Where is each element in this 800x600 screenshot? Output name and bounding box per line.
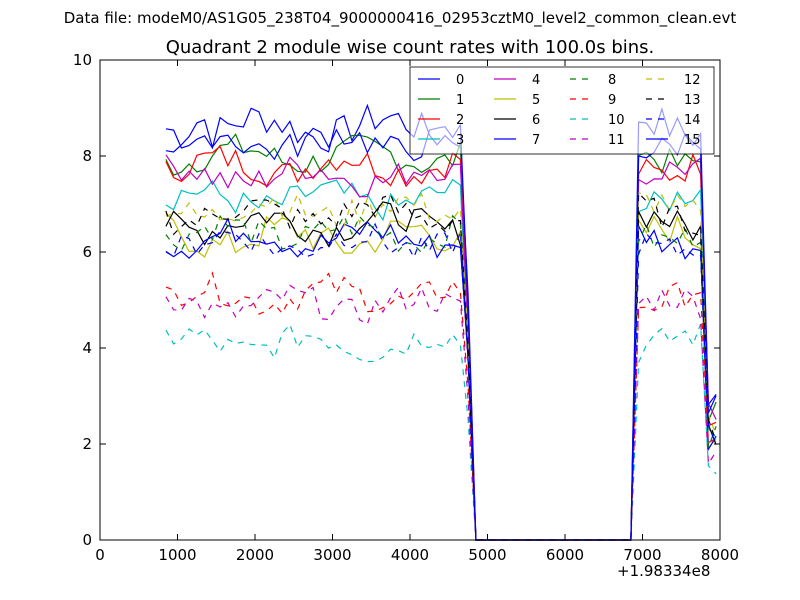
legend-label-3: 3 — [456, 133, 464, 148]
legend-label-11: 11 — [608, 133, 625, 148]
legend-label-5: 5 — [532, 93, 540, 108]
legend-label-13: 13 — [684, 93, 701, 108]
x-tick-label: 5000 — [468, 546, 506, 564]
legend-label-8: 8 — [608, 73, 616, 88]
series-line-0 — [165, 103, 717, 541]
legend-label-14: 14 — [684, 113, 701, 128]
y-tick-label: 2 — [82, 435, 92, 453]
legend-label-12: 12 — [684, 73, 701, 88]
x-tick-label: 4000 — [391, 546, 429, 564]
y-tick-label: 0 — [82, 531, 92, 549]
series-line-14 — [165, 222, 717, 541]
chart-title: Quadrant 2 module wise count rates with … — [165, 37, 655, 58]
x-tick-label: 6000 — [546, 546, 584, 564]
y-tick-label: 6 — [82, 243, 92, 261]
x-tick-label: 8000 — [701, 546, 739, 564]
legend-label-10: 10 — [608, 113, 625, 128]
legend-label-4: 4 — [532, 73, 540, 88]
x-tick-label: 1000 — [158, 546, 196, 564]
x-tick-label: 7000 — [623, 546, 661, 564]
legend-label-7: 7 — [532, 133, 540, 148]
y-tick-label: 10 — [73, 51, 92, 69]
y-tick-label: 4 — [82, 339, 92, 357]
series-line-11 — [165, 284, 717, 541]
legend-label-1: 1 — [456, 93, 464, 108]
x-axis-offset-label: +1.98334e8 — [617, 562, 711, 580]
series-line-10 — [165, 323, 717, 541]
x-tick-label: 0 — [95, 546, 105, 564]
legend-label-2: 2 — [456, 113, 464, 128]
legend-label-0: 0 — [456, 73, 464, 88]
y-tick-label: 8 — [82, 147, 92, 165]
legend-label-15: 15 — [684, 133, 701, 148]
x-tick-label: 3000 — [313, 546, 351, 564]
x-tick-label: 2000 — [236, 546, 274, 564]
legend-label-6: 6 — [532, 113, 540, 128]
series-line-8 — [165, 214, 717, 541]
legend-label-9: 9 — [608, 93, 616, 108]
suptitle: Data file: modeM0/AS1G05_238T04_90000004… — [63, 9, 737, 27]
series-line-3 — [165, 178, 717, 541]
